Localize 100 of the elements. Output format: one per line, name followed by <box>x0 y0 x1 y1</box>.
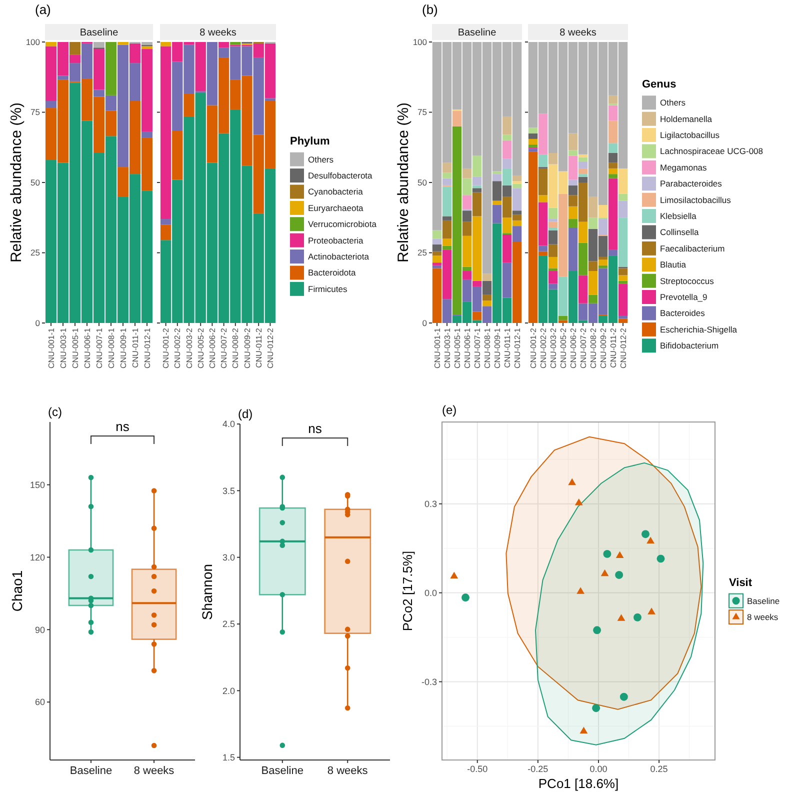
y-tick-label: 25 <box>418 248 428 258</box>
bar <box>548 284 558 290</box>
x-tick-label: CNU-001-2 <box>528 327 538 368</box>
x-tick-label: CNU-012-1 <box>142 327 152 368</box>
y-tick-label: 100 <box>26 36 40 47</box>
bar <box>45 101 57 108</box>
bar <box>578 275 588 304</box>
bar <box>117 42 129 45</box>
point <box>592 704 600 712</box>
legend-label: Proteobacteria <box>308 235 364 246</box>
bar <box>472 280 482 286</box>
x-tick-label: CNU-008-2 <box>231 327 240 368</box>
y-tick-label: 60 <box>34 697 45 708</box>
y-tick-label: -0.3 <box>421 676 437 687</box>
bar <box>512 184 522 188</box>
y-tick-label: 0.3 <box>424 498 437 509</box>
text: (b) <box>422 2 438 17</box>
x-tick-label: CNU-007-2 <box>220 327 229 368</box>
bar <box>482 280 492 295</box>
legend-label: Bifidobacterium <box>660 340 719 351</box>
legend-label: Verrucomicrobiota <box>308 219 377 230</box>
x-tick-label: CNU-011-1 <box>130 327 140 368</box>
point <box>462 594 470 602</box>
x-tick-label: CNU-002-2 <box>173 327 182 368</box>
bar <box>512 226 522 242</box>
y-tick-label: 90 <box>34 624 45 635</box>
legend-label: Bacteroidota <box>308 268 356 278</box>
y-tick-label: 25 <box>30 248 40 258</box>
bar <box>618 200 628 218</box>
x-tick-label: Baseline <box>70 765 112 777</box>
legend-label: Baseline <box>747 596 780 606</box>
bar <box>568 180 578 186</box>
legend-label: Megamonas <box>660 162 707 172</box>
bar <box>512 181 522 184</box>
x-tick-label: CNU-011-1 <box>502 327 512 368</box>
y-tick-label: 75 <box>418 107 428 118</box>
bar <box>578 157 588 162</box>
x-tick-label: CNU-006-1 <box>82 327 92 368</box>
text: (a) <box>35 2 51 17</box>
point <box>616 551 624 558</box>
x-tick-label: CNU-007-1 <box>472 327 482 368</box>
bar <box>568 206 578 220</box>
bar <box>492 204 502 224</box>
bar <box>528 144 538 148</box>
bar <box>548 219 558 222</box>
bar <box>558 320 568 323</box>
x-tick-label: CNU-009-1 <box>492 327 502 368</box>
bar <box>528 133 538 139</box>
x-tick-label: CNU-001-2 <box>162 327 171 368</box>
x-tick-label: CNU-011-2 <box>608 327 618 368</box>
bar <box>598 256 608 260</box>
legend-label: Escherichia-Shigella <box>660 324 738 334</box>
bar <box>618 275 628 281</box>
legend-label: Ligilactobacillus <box>660 130 720 140</box>
bar <box>442 178 452 186</box>
bar <box>608 162 618 168</box>
point <box>646 536 655 544</box>
x-tick-label: CNU-006-1 <box>462 327 472 368</box>
bar <box>618 284 628 316</box>
x-tick-label: CNU-006-2 <box>208 327 217 368</box>
x-tick-label: CNU-009-2 <box>598 327 608 368</box>
bar <box>472 312 482 320</box>
bar <box>538 168 548 196</box>
point <box>648 608 656 614</box>
x-tick-label: CNU-003-1 <box>58 327 68 368</box>
bar <box>462 168 472 178</box>
bar <box>442 186 452 216</box>
x-tick-label: Baseline <box>261 765 304 777</box>
legend-label: Firmicutes <box>308 284 348 294</box>
annotation: ns <box>116 419 130 434</box>
bar <box>69 42 81 55</box>
bar <box>512 242 522 323</box>
x-tick-label: CNU-003-1 <box>442 327 452 368</box>
bar <box>492 174 502 182</box>
legend-label: Prevotella_9 <box>660 292 708 302</box>
bar <box>492 200 502 205</box>
y-axis-title: Relative abundance (%) <box>8 102 25 263</box>
bar <box>432 238 442 244</box>
bar <box>482 274 492 281</box>
bar <box>538 202 548 246</box>
bar <box>482 300 492 306</box>
text: (c) <box>48 405 62 419</box>
bar <box>548 208 558 220</box>
bar <box>568 150 578 156</box>
bar <box>502 234 512 263</box>
bar <box>432 230 442 239</box>
bar <box>608 120 618 144</box>
bar <box>588 196 598 218</box>
bar <box>568 185 578 196</box>
x-tick-label: 8 weeks <box>134 765 175 777</box>
y-tick-label: 0 <box>422 318 428 328</box>
legend-label: Lachnospiraceae UCG-008 <box>660 146 764 156</box>
bar <box>528 138 538 145</box>
bar <box>442 216 452 220</box>
bar <box>608 105 618 121</box>
legend-label: Desulfobacterota <box>308 170 373 180</box>
bar <box>578 242 588 276</box>
point <box>603 550 612 558</box>
x-tick-label: 0.25 <box>650 764 668 774</box>
point <box>576 587 584 594</box>
